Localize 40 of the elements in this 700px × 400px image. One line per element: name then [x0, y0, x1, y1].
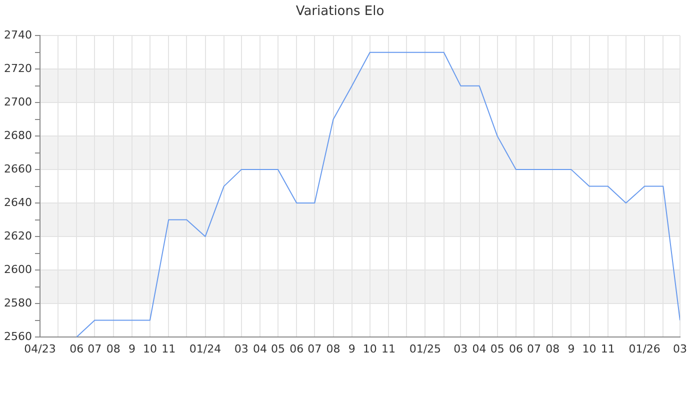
- x-tick-label: 03: [234, 342, 248, 356]
- x-tick-label: 04/23: [24, 342, 56, 356]
- x-tick-label: 04: [252, 342, 267, 356]
- y-tick-label: 2680: [4, 128, 32, 142]
- chart-title: Variations Elo: [296, 4, 384, 20]
- x-tick-label: 10: [582, 342, 596, 356]
- x-tick-label: 06: [290, 342, 304, 356]
- x-tick-label: 01/26: [628, 342, 660, 356]
- x-tick-label: 11: [162, 342, 176, 356]
- x-tick-label: 04: [472, 342, 486, 356]
- x-tick-label: 03: [673, 342, 687, 356]
- x-tick-label: 06: [70, 342, 84, 356]
- x-tick-label: 9: [568, 342, 575, 356]
- x-tick-label: 07: [308, 342, 322, 356]
- x-tick-label: 08: [546, 342, 560, 356]
- y-tick-label: 2720: [4, 62, 32, 75]
- x-tick-label: 03: [454, 342, 468, 356]
- y-tick-label: 2660: [4, 162, 32, 176]
- x-tick-label: 05: [490, 342, 504, 356]
- y-tick-label: 2620: [4, 229, 32, 242]
- x-tick-label: 07: [526, 342, 541, 356]
- x-tick-label: 07: [88, 342, 102, 356]
- x-tick-label: 11: [382, 342, 396, 356]
- x-tick-label: 9: [348, 342, 356, 356]
- x-tick-label: 05: [270, 342, 285, 356]
- y-tick-label: 2600: [4, 262, 32, 276]
- x-tick-label: 08: [326, 342, 340, 356]
- y-tick-label: 2640: [4, 196, 32, 209]
- y-tick-label: 2700: [4, 95, 32, 108]
- x-tick-label: 10: [362, 342, 377, 356]
- x-tick-label: 10: [142, 342, 157, 356]
- x-tick-label: 9: [128, 342, 136, 356]
- x-tick-label: 06: [508, 342, 523, 356]
- y-tick-label: 2580: [4, 296, 32, 310]
- x-tick-label: 01/25: [409, 342, 442, 356]
- x-tick-label: 08: [106, 342, 120, 356]
- y-tick-label: 2740: [4, 28, 32, 42]
- x-tick-label: 11: [600, 342, 615, 356]
- x-tick-label: 01/24: [189, 342, 222, 356]
- y-tick-label: 2560: [4, 330, 32, 343]
